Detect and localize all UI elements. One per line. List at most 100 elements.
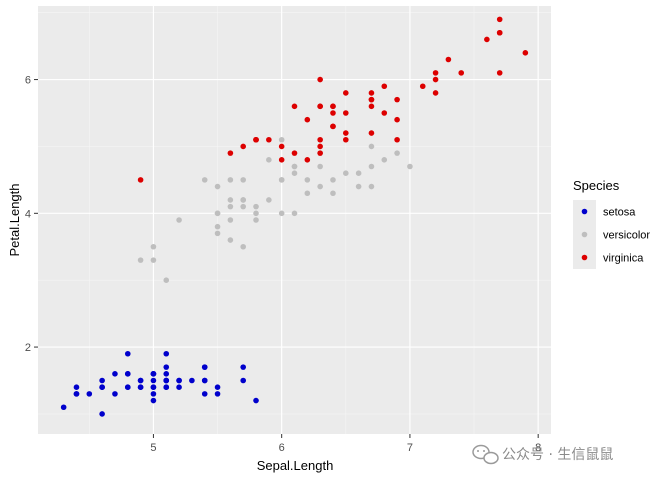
point-setosa (99, 411, 105, 417)
point-versicolor (317, 163, 323, 170)
x-tick-label: 8 (535, 442, 541, 454)
plot-panel (38, 6, 551, 434)
point-setosa (201, 377, 208, 384)
point-virginica (317, 76, 323, 83)
point-setosa (201, 364, 208, 370)
point-versicolor (227, 203, 234, 210)
point-virginica (496, 70, 503, 76)
point-versicolor (330, 177, 336, 183)
point-versicolor (381, 157, 388, 163)
point-versicolor (150, 257, 157, 263)
point-setosa (176, 384, 182, 390)
point-setosa (112, 371, 118, 377)
point-setosa (99, 384, 105, 390)
legend-key-virginica (581, 254, 588, 261)
point-setosa (253, 397, 259, 404)
point-virginica (317, 103, 323, 110)
point-versicolor (240, 177, 246, 183)
point-setosa (60, 404, 67, 411)
point-virginica (458, 70, 465, 76)
point-setosa (124, 350, 131, 357)
x-tick-label: 5 (150, 442, 156, 454)
point-virginica (394, 96, 400, 103)
point-setosa (201, 391, 208, 397)
point-virginica (304, 157, 311, 163)
point-setosa (214, 384, 221, 390)
point-versicolor (394, 150, 400, 156)
point-virginica (317, 150, 323, 156)
point-virginica (240, 143, 246, 150)
point-virginica (432, 70, 439, 76)
point-virginica (394, 136, 400, 143)
point-versicolor (176, 217, 182, 223)
point-setosa (240, 377, 246, 384)
point-setosa (163, 350, 170, 357)
x-tick-label: 7 (407, 442, 413, 454)
legend-label-versicolor: versicolor (603, 230, 650, 242)
point-versicolor (214, 183, 221, 190)
point-setosa (163, 377, 170, 384)
point-virginica (317, 143, 323, 150)
point-versicolor (266, 197, 272, 203)
watermark-text: 公众号 · 生信鼠鼠 (502, 447, 613, 463)
wechat-icon (472, 444, 499, 465)
point-versicolor (291, 210, 298, 217)
point-setosa (112, 391, 118, 397)
point-versicolor (278, 210, 285, 217)
point-setosa (150, 397, 157, 404)
watermark: 公众号 · 生信鼠鼠 (472, 444, 613, 465)
point-versicolor (150, 243, 157, 250)
legend-label-setosa: setosa (603, 207, 636, 219)
data-points (60, 16, 529, 417)
point-setosa (163, 384, 170, 390)
point-virginica (522, 50, 529, 56)
point-setosa (214, 391, 221, 397)
point-virginica (496, 29, 503, 36)
y-tick-label: 4 (25, 208, 31, 220)
point-virginica (368, 130, 375, 136)
point-setosa (150, 371, 157, 377)
x-tick-label: 6 (279, 442, 285, 454)
point-versicolor (330, 190, 336, 197)
point-virginica (330, 110, 336, 116)
point-virginica (419, 83, 426, 90)
point-virginica (343, 110, 349, 116)
legend-label-virginica: virginica (603, 253, 644, 265)
y-tick-label: 6 (25, 75, 31, 87)
point-virginica (304, 116, 311, 123)
point-versicolor (278, 136, 285, 143)
point-virginica (227, 150, 234, 156)
point-virginica (432, 90, 439, 96)
point-setosa (176, 377, 182, 384)
point-versicolor (214, 223, 221, 230)
point-virginica (381, 83, 388, 90)
point-versicolor (240, 203, 246, 210)
point-setosa (150, 391, 157, 397)
point-versicolor (214, 230, 221, 237)
point-versicolor (291, 163, 298, 170)
point-virginica (343, 130, 349, 136)
point-virginica (381, 110, 388, 116)
legend-title: Species (573, 178, 620, 193)
point-versicolor (368, 143, 375, 150)
point-virginica (343, 136, 349, 143)
point-versicolor (227, 177, 234, 183)
point-versicolor (240, 243, 246, 250)
point-virginica (278, 157, 285, 163)
point-setosa (240, 364, 246, 370)
y-axis-ticks: 2 4 6 (25, 75, 38, 354)
point-versicolor (304, 190, 311, 197)
point-setosa (163, 364, 170, 370)
point-virginica (253, 136, 259, 143)
point-versicolor (240, 197, 246, 203)
y-tick-label: 2 (25, 342, 31, 354)
point-versicolor (163, 277, 170, 283)
point-virginica (330, 103, 336, 110)
point-virginica (368, 96, 375, 103)
point-versicolor (343, 170, 349, 176)
point-versicolor (368, 163, 375, 170)
point-versicolor (304, 177, 311, 183)
point-virginica (330, 123, 336, 130)
point-versicolor (201, 177, 208, 183)
point-virginica (368, 103, 375, 110)
